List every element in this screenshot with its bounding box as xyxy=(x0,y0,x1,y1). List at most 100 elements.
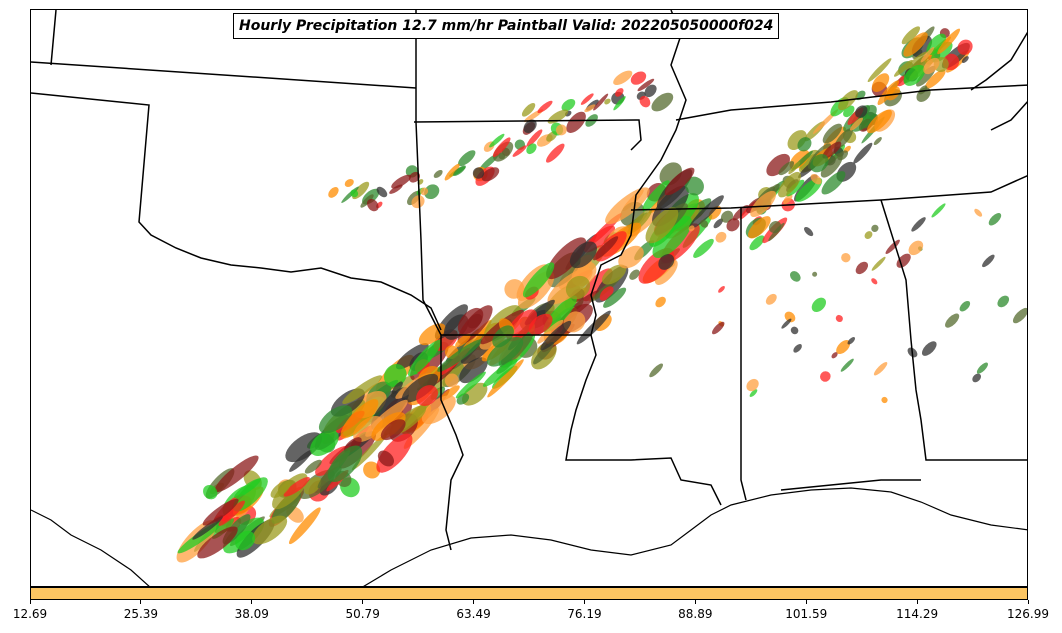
precip-blob xyxy=(537,100,553,114)
precip-blob xyxy=(810,173,822,185)
precip-blob xyxy=(437,339,483,372)
precip-blob xyxy=(285,432,322,463)
colorbar-tick xyxy=(251,600,253,604)
precip-blob xyxy=(342,375,383,405)
precip-blob xyxy=(444,163,460,181)
precip-blob xyxy=(601,264,627,285)
precip-blob xyxy=(921,341,937,356)
precip-blob xyxy=(821,171,846,195)
boundary-nebraska-kansas xyxy=(31,61,417,89)
boundary-florida-panhandle xyxy=(780,479,921,491)
precip-blob xyxy=(486,336,524,367)
precip-blob xyxy=(766,153,790,177)
precip-blob xyxy=(407,339,442,377)
precip-blob xyxy=(472,167,485,179)
precip-blob xyxy=(523,119,537,134)
precip-blob xyxy=(718,286,725,293)
precip-blob xyxy=(401,373,439,403)
precip-blob xyxy=(864,231,873,240)
colorbar-tick-label: 12.69 xyxy=(12,607,48,621)
precip-blob xyxy=(654,259,678,285)
precip-blob xyxy=(720,210,734,223)
precip-blob xyxy=(526,129,543,147)
precip-blob xyxy=(395,343,429,370)
precip-blob xyxy=(533,341,554,365)
precip-blob xyxy=(871,224,879,232)
colorbar-tick-label: 50.79 xyxy=(345,607,380,621)
precip-blob xyxy=(820,153,843,178)
precip-blob xyxy=(363,461,381,479)
precip-blob xyxy=(713,218,724,229)
precip-blob xyxy=(812,271,818,277)
chart-title: Hourly Precipitation 12.7 mm/hr Paintbal… xyxy=(233,13,780,39)
precip-blob xyxy=(855,105,868,118)
precip-blob xyxy=(715,231,727,243)
precip-blob xyxy=(788,161,801,175)
precip-blob xyxy=(202,498,239,526)
precip-blob xyxy=(605,187,650,225)
precip-blob xyxy=(455,371,486,399)
precip-blob xyxy=(380,419,406,441)
precip-blob xyxy=(408,171,421,183)
precip-blob xyxy=(424,184,440,200)
precip-blob xyxy=(871,278,878,285)
precip-blob xyxy=(350,189,359,198)
boundary-top-left xyxy=(50,10,57,66)
precip-blob xyxy=(615,88,624,97)
precip-blob xyxy=(961,56,969,64)
precip-blob xyxy=(658,254,675,270)
gulf-coastline xyxy=(31,487,1027,586)
precip-blob xyxy=(644,84,657,98)
precip-blob xyxy=(790,271,801,282)
colorbar-tick xyxy=(805,600,807,604)
precip-blob xyxy=(487,359,524,398)
boundary-kentucky xyxy=(675,84,1027,121)
precip-blob xyxy=(177,520,224,554)
precip-blob xyxy=(391,174,412,189)
state-boundaries xyxy=(31,10,1027,551)
precip-blob xyxy=(555,124,567,136)
precip-blob xyxy=(797,137,812,152)
precip-blob xyxy=(982,254,995,268)
precip-blob xyxy=(749,235,765,251)
precip-blob xyxy=(871,73,890,93)
precip-blob xyxy=(925,69,946,89)
precip-blob xyxy=(867,58,892,83)
map-canvas xyxy=(31,10,1027,586)
precip-blob xyxy=(750,190,777,218)
precip-blob xyxy=(377,450,395,467)
precip-blob xyxy=(747,216,771,239)
precip-blob xyxy=(498,152,506,160)
precip-blob xyxy=(841,252,851,263)
precipitation-paintball-layer xyxy=(176,26,1027,563)
colorbar-tick xyxy=(1027,600,1029,604)
precip-blob xyxy=(340,399,379,439)
precip-blob xyxy=(481,167,500,182)
precip-blob xyxy=(649,363,663,378)
precip-blob xyxy=(855,261,869,275)
precip-blob xyxy=(903,64,926,86)
precip-blob xyxy=(726,218,740,232)
precip-blob xyxy=(504,279,525,299)
precip-blob xyxy=(645,207,679,244)
precip-blob xyxy=(411,195,425,209)
precip-blob xyxy=(192,516,223,540)
precip-blob xyxy=(604,98,611,105)
map-frame xyxy=(30,9,1028,587)
precip-blob xyxy=(783,194,793,205)
precip-blob xyxy=(712,321,725,335)
precip-blob xyxy=(749,389,758,397)
precip-blob xyxy=(871,256,886,271)
precip-blob xyxy=(376,186,388,198)
precip-blob xyxy=(688,195,724,230)
precip-blob xyxy=(418,323,446,346)
precip-blob xyxy=(831,352,838,359)
precip-blob xyxy=(959,300,971,312)
precip-blob xyxy=(327,445,363,483)
colorbar-tick xyxy=(362,600,364,604)
precip-blob xyxy=(599,286,614,301)
precip-blob xyxy=(931,203,946,218)
colorbar-tick-label: 38.09 xyxy=(234,607,269,621)
precip-blob xyxy=(784,311,796,323)
precip-blob xyxy=(459,357,488,384)
